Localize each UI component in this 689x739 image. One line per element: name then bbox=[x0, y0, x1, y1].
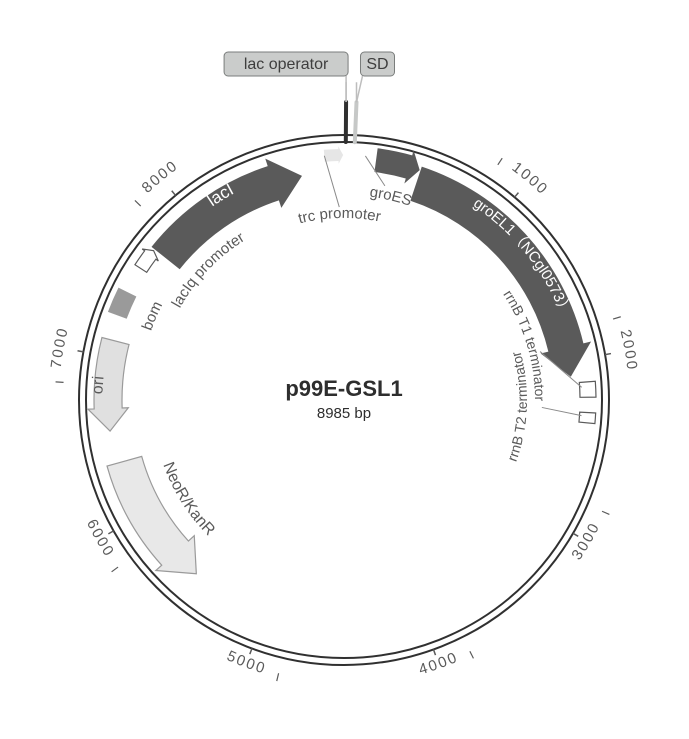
bp-tick-label: 6000 bbox=[83, 517, 118, 561]
feature-lacIq_promoter bbox=[135, 249, 158, 272]
feature-label-ori: ori bbox=[89, 375, 107, 394]
feature-trc_promoter bbox=[324, 146, 343, 163]
plasmid-map: 10002000300040005000600070008000groEL1（N… bbox=[0, 0, 689, 739]
feature-label-rrnB_T2: rrnB T2 terminator bbox=[504, 350, 530, 464]
feature-bom bbox=[108, 288, 136, 319]
feature-NeoR_KanR bbox=[107, 456, 196, 573]
feature-rrnB_T1 bbox=[579, 381, 596, 397]
plasmid-name: p99E-GSL1 bbox=[285, 376, 402, 401]
bp-tick-label: 1000 bbox=[509, 159, 552, 199]
feature-rrnB_T2 bbox=[579, 412, 596, 423]
bp-tick-label: 7000 bbox=[48, 325, 72, 369]
plasmid-size: 8985 bp bbox=[317, 405, 371, 422]
top-markers bbox=[346, 82, 357, 142]
label-sd: SD bbox=[366, 56, 388, 73]
top-label-boxes: lac operator SD bbox=[224, 52, 394, 102]
label-lac-operator: lac operator bbox=[244, 56, 329, 73]
feature-label-groES: groES bbox=[369, 184, 414, 210]
feature-groEL1 bbox=[410, 167, 591, 377]
feature-groES bbox=[374, 148, 419, 183]
feature-label-bom: bom bbox=[139, 299, 166, 333]
bp-tick-label: 2000 bbox=[617, 328, 641, 372]
bp-tick-label: 8000 bbox=[139, 157, 182, 197]
feature-label-trc_promoter: trc promoter bbox=[296, 205, 382, 227]
bp-tick-label: 3000 bbox=[568, 519, 603, 563]
